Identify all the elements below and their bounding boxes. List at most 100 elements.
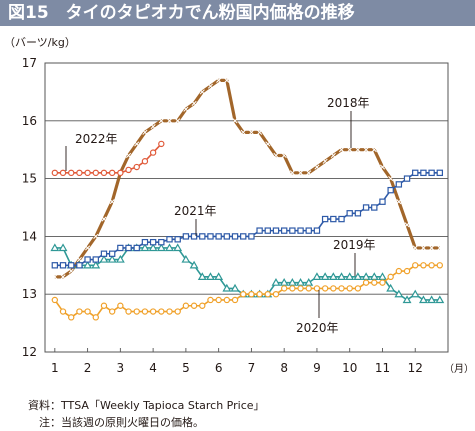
data-point [403,175,411,182]
data-point [174,308,181,315]
data-point [420,262,427,269]
data-point [347,147,353,153]
data-point [84,308,91,315]
data-point [100,250,108,257]
data-point [133,163,140,171]
y-tick-label: 16 [22,114,37,128]
data-point [174,236,181,243]
series-2021年 [51,169,444,269]
data-point [388,176,394,182]
data-point [125,166,132,174]
data-point [273,152,279,159]
data-point [150,124,156,130]
chart-title: 図15 タイのタピオカでん粉国内価格の推移 [0,0,475,26]
data-point [420,245,426,251]
data-point [92,314,99,321]
data-point [207,296,214,304]
data-point [58,243,68,252]
data-point [240,233,247,240]
x-tick-label: 12 [408,361,423,375]
x-tick-label: 10 [342,361,357,375]
data-point [304,278,314,286]
data-point [379,279,386,286]
data-point [371,279,378,286]
data-point [427,295,437,304]
data-point [330,285,337,292]
series-annotation: 2021年 [174,204,217,218]
data-point [437,245,443,251]
data-point [158,238,165,246]
data-point [182,302,190,309]
data-point [190,302,198,309]
data-point [92,256,99,263]
data-point [418,295,428,304]
data-point [92,169,99,177]
data-point [76,256,82,263]
data-point [387,186,394,194]
data-point [412,262,419,269]
data-point [429,245,435,251]
x-tick-label: 9 [313,361,321,375]
data-point [85,245,91,251]
data-point [257,129,263,135]
data-point [256,291,263,298]
data-point [223,233,231,240]
data-point [148,243,158,252]
data-point [412,169,419,177]
data-point [346,285,353,292]
data-point [100,169,108,177]
data-point [158,308,165,315]
data-point [214,272,224,281]
series-annotation: 2022年 [75,132,118,146]
data-point [297,285,304,292]
x-tick-label: 4 [149,361,157,375]
x-tick-label: 6 [215,361,223,375]
x-tick-label: 11 [375,361,390,375]
x-tick-label: 7 [248,361,256,375]
y-tick-label: 13 [22,287,37,301]
data-point [314,164,320,170]
y-tick-label: 17 [22,56,37,70]
data-point [215,296,222,304]
data-point [231,296,239,304]
data-point [181,254,191,263]
data-point [91,260,101,269]
data-point [320,272,330,281]
data-point [59,262,67,269]
series-annotation: 2019年 [333,238,376,252]
data-point [158,140,165,148]
data-point [428,262,435,269]
data-point [199,302,206,309]
data-point [240,291,247,298]
data-point [371,147,377,153]
data-point [207,83,214,89]
data-point [117,244,124,252]
series-2018年 [52,77,443,280]
data-point [216,77,222,83]
data-point [197,272,207,281]
data-point [353,272,363,281]
data-point [289,170,295,176]
data-point [206,272,215,281]
data-point [240,129,246,135]
data-point [51,296,59,304]
data-point [149,308,157,315]
data-point [215,233,222,240]
data-point [59,169,67,177]
data-point [142,129,148,135]
data-point [305,285,312,292]
data-point [435,295,445,304]
data-point [412,245,418,251]
data-point [362,279,370,286]
data-point [166,118,173,124]
data-point [133,308,140,315]
data-point [345,272,355,281]
data-point [346,210,353,217]
data-point [133,244,140,252]
data-point [248,233,255,240]
data-point [402,295,412,304]
data-point [305,227,312,234]
data-point [231,233,239,240]
x-tick-label: 8 [280,361,288,375]
